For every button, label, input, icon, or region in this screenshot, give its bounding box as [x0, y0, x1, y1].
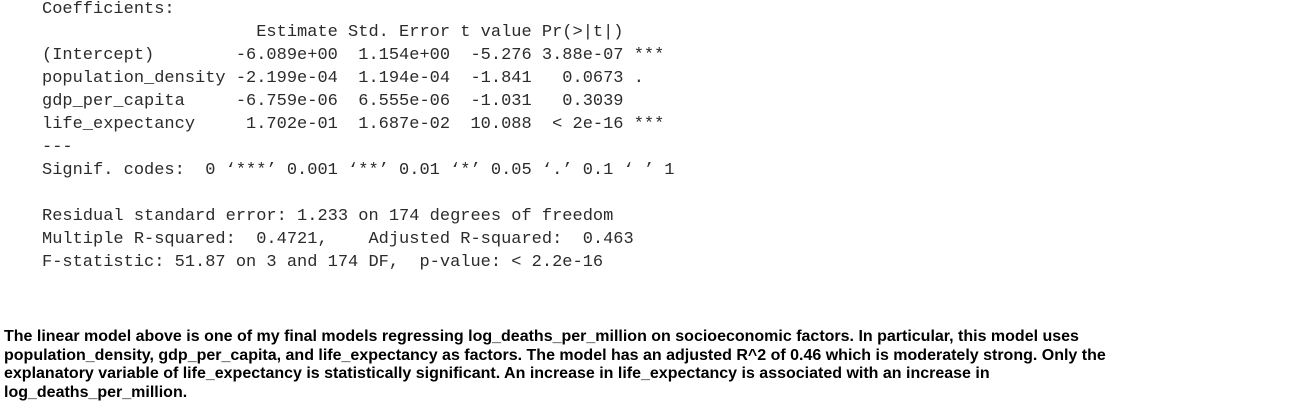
console-line: gdp_per_capita -6.759e-06 6.555e-06 -1.0… — [42, 92, 624, 111]
console-line: F-statistic: 51.87 on 3 and 174 DF, p-va… — [42, 253, 604, 272]
coefficients-output: Coefficients: Estimate Std. Error t valu… — [42, 0, 675, 182]
console-line: Coefficients: — [42, 0, 175, 19]
console-line: Multiple R-squared: 0.4721, Adjusted R-s… — [42, 230, 634, 249]
paragraph-line: log_deaths_per_million. — [4, 384, 188, 402]
model-summary-output: Residual standard error: 1.233 on 174 de… — [42, 205, 634, 274]
paragraph-line: explanatory variable of life_expectancy … — [4, 365, 990, 383]
console-line: (Intercept) -6.089e+00 1.154e+00 -5.276 … — [42, 46, 665, 65]
console-line: Signif. codes: 0 ‘***’ 0.001 ‘**’ 0.01 ‘… — [42, 161, 675, 180]
console-line: population_density -2.199e-04 1.194e-04 … — [42, 69, 644, 88]
console-line: --- — [42, 138, 73, 157]
paragraph-line: The linear model above is one of my fina… — [4, 328, 1079, 345]
commentary: The linear model above is one of my fina… — [4, 328, 1106, 403]
console-line: Estimate Std. Error t value Pr(>|t|) — [42, 23, 624, 42]
paragraph-line: population_density, gdp_per_capita, and … — [4, 346, 1106, 364]
console-line: Residual standard error: 1.233 on 174 de… — [42, 207, 614, 226]
console-line: life_expectancy 1.702e-01 1.687e-02 10.0… — [42, 115, 665, 134]
